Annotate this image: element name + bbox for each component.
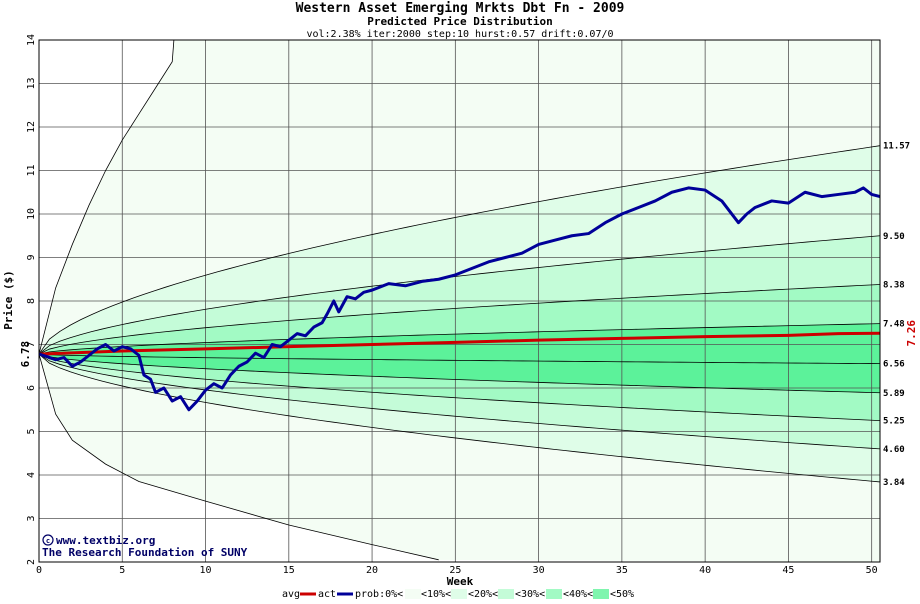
- y-tick-label: 10: [26, 208, 37, 220]
- end-value-label: 7.26: [905, 320, 918, 347]
- legend-band40-swatch: [593, 589, 609, 599]
- x-tick-label: 25: [449, 565, 461, 576]
- x-tick-label: 30: [533, 565, 545, 576]
- y-tick-label: 4: [26, 472, 37, 478]
- chart-title: Western Asset Emerging Mrkts Dbt Fn - 20…: [296, 1, 625, 16]
- y-tick-label: 6: [26, 385, 37, 391]
- percentile-curve: [39, 323, 880, 355]
- series-act-line: [39, 186, 880, 412]
- legend-avg-label: avg: [282, 589, 300, 600]
- percentile-curve: [39, 353, 880, 394]
- percentile-curve: [39, 353, 880, 450]
- envelope-lower-line: [39, 353, 439, 561]
- copyright-icon-glyph: c: [46, 537, 50, 545]
- percentile-end-label: 7.48: [883, 320, 905, 330]
- legend-band0-swatch: [405, 589, 421, 599]
- legend-band30-label: <30%<: [515, 589, 545, 600]
- y-tick-label: 7: [26, 341, 37, 347]
- percentile-curve: [39, 353, 880, 422]
- legend-band10-label: <10%<: [421, 589, 451, 600]
- legend-band50-label: <50%: [610, 589, 634, 600]
- x-tick-label: 35: [616, 565, 628, 576]
- plot-clip-group: [39, 40, 880, 562]
- percentile-end-label: 6.56: [883, 360, 905, 370]
- x-tick-label: 5: [119, 565, 125, 576]
- y-tick-label: 12: [26, 121, 37, 133]
- y-tick-label: 11: [26, 164, 37, 176]
- y-tick-label: 13: [26, 77, 37, 89]
- percentile-curve: [39, 284, 880, 355]
- legend: avg act prob:0%< <10%< <20%< <30%< <40%<…: [282, 589, 634, 600]
- plot-area: 0 5 10 15 20 25 30 35 40 45 5023456789101112131411…: [26, 34, 910, 576]
- y-tick-label: 9: [26, 254, 37, 260]
- x-tick-label: 0: [36, 565, 42, 576]
- percentile-end-label: 5.25: [883, 417, 905, 427]
- y-tick-label: 3: [26, 515, 37, 521]
- legend-band20-swatch: [498, 589, 514, 599]
- credit-website: www.textbiz.org: [56, 534, 155, 547]
- credits: c www.textbiz.org The Research Foundatio…: [42, 534, 248, 559]
- percentile-end-label: 5.89: [883, 389, 905, 399]
- simulation-params: vol:2.38% iter:2000 step:10 hurst:0.57 d…: [306, 29, 613, 40]
- y-tick-label: 14: [26, 34, 37, 46]
- y-tick-label: 2: [26, 559, 37, 565]
- x-tick-label: 50: [866, 565, 878, 576]
- y-tick-label: 8: [26, 298, 37, 304]
- percentile-curve: [39, 145, 880, 355]
- x-tick-label: 10: [200, 565, 212, 576]
- percentile-end-label: 4.60: [883, 445, 905, 455]
- legend-band40-label: <40%<: [563, 589, 593, 600]
- plot-frame: [38, 39, 881, 563]
- percentile-curve: [39, 353, 880, 365]
- series-avg-line: [39, 331, 880, 356]
- percentile-end-label: 9.50: [883, 232, 905, 242]
- envelope-upper-line: [39, 40, 175, 355]
- legend-prob-label: prob:0%<: [355, 589, 403, 600]
- credit-organization: The Research Foundation of SUNY: [42, 546, 248, 559]
- percentile-end-label: 3.84: [883, 478, 905, 488]
- y-axis-label: Price ($): [2, 270, 15, 330]
- percentile-curve: [39, 235, 880, 355]
- chart-subtitle: Predicted Price Distribution: [367, 15, 552, 28]
- x-tick-label: 15: [283, 565, 295, 576]
- legend-band10-swatch: [451, 589, 467, 599]
- legend-act-label: act: [318, 589, 336, 600]
- legend-band20-label: <20%<: [468, 589, 498, 600]
- start-value-label: 6.78: [19, 341, 32, 368]
- percentile-end-label: 11.57: [883, 142, 910, 152]
- x-tick-label: 20: [366, 565, 378, 576]
- x-tick-label: 40: [699, 565, 711, 576]
- percentile-end-label: 8.38: [883, 280, 905, 290]
- x-tick-label: 45: [782, 565, 794, 576]
- copyright-icon: [42, 534, 54, 546]
- x-axis-label: Week: [447, 575, 474, 588]
- legend-band30-swatch: [546, 589, 562, 599]
- y-tick-label: 5: [26, 428, 37, 434]
